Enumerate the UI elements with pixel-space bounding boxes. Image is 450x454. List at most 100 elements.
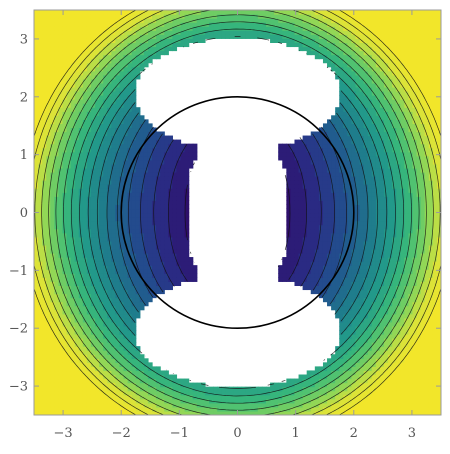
contour-cell [180, 196, 186, 201]
contour-cell [339, 107, 344, 112]
contour-cell [298, 143, 304, 149]
contour-cell [123, 394, 129, 400]
contour-cell [74, 390, 80, 396]
contour-cell [95, 155, 100, 161]
contour-cell [237, 410, 243, 415]
contour-cell [241, 390, 247, 396]
contour-cell [265, 18, 271, 23]
contour-cell [131, 70, 137, 76]
contour-cell [139, 176, 145, 181]
contour-cell [152, 289, 157, 295]
contour-cell [322, 224, 328, 230]
contour-cell [347, 281, 353, 286]
contour-cell [298, 42, 304, 48]
contour-cell [54, 216, 60, 222]
contour-cell [42, 208, 47, 214]
contour-cell [139, 406, 145, 412]
contour-cell [78, 212, 84, 218]
contour-cell [318, 374, 324, 380]
contour-cell [111, 172, 116, 177]
contour-cell [131, 277, 137, 282]
contour-cell [147, 163, 153, 169]
contour-cell [294, 143, 300, 149]
contour-cell [225, 30, 230, 35]
contour-cell [86, 135, 92, 141]
contour-cell [298, 204, 304, 210]
contour-cell [62, 143, 68, 149]
contour-cell [111, 70, 116, 76]
contour-cell [164, 196, 169, 201]
contour-cell [180, 386, 186, 392]
contour-cell [123, 78, 129, 84]
contour-cell [123, 329, 129, 335]
contour-cell [135, 208, 141, 214]
contour-cell [139, 374, 145, 380]
contour-cell [172, 208, 178, 214]
contour-cell [327, 265, 332, 270]
contour-cell [310, 22, 316, 27]
contour-cell [302, 406, 308, 412]
contour-cell [168, 248, 173, 254]
contour-cell [139, 293, 145, 299]
contour-cell [147, 212, 153, 218]
contour-cell [119, 374, 125, 380]
contour-cell [107, 338, 112, 343]
contour-cell [327, 212, 332, 218]
contour-cell [310, 277, 316, 282]
contour-cell [86, 103, 92, 108]
contour-cell [107, 382, 112, 388]
contour-cell [318, 30, 324, 35]
contour-cell [99, 167, 104, 173]
contour-cell [107, 91, 112, 96]
contour-cell [38, 257, 43, 262]
contour-cell [327, 378, 332, 384]
contour-cell [131, 293, 137, 299]
contour-cell [50, 82, 55, 88]
contour-cell [184, 30, 190, 35]
contour-cell [123, 82, 129, 88]
contour-cell [156, 192, 161, 197]
contour-cell [314, 163, 320, 169]
contour-cell [62, 378, 68, 384]
contour-cell [347, 297, 353, 303]
contour-cell [74, 196, 80, 201]
contour-cell [257, 406, 263, 412]
contour-cell [176, 151, 182, 157]
contour-cell [294, 147, 300, 153]
contour-cell [103, 147, 108, 153]
contour-cell [66, 378, 72, 384]
contour-cell [74, 180, 80, 185]
contour-cell [343, 180, 348, 185]
contour-cell [82, 91, 88, 96]
contour-cell [90, 358, 96, 363]
contour-cell [143, 236, 149, 242]
contour-cell [152, 18, 157, 23]
contour-cell [34, 321, 39, 327]
contour-cell [152, 167, 157, 173]
contour-cell [135, 398, 141, 404]
contour-cell [38, 115, 43, 120]
contour-cell [54, 317, 60, 323]
contour-cell [184, 378, 190, 384]
contour-cell [111, 131, 116, 137]
contour-cell [127, 176, 133, 181]
contour-cell [38, 74, 43, 80]
contour-cell [184, 34, 190, 39]
contour-cell [131, 139, 137, 145]
contour-cell [221, 386, 226, 392]
contour-cell [46, 58, 51, 64]
contour-cell [131, 38, 137, 43]
contour-cell [42, 309, 47, 315]
contour-cell [168, 240, 173, 246]
contour-cell [286, 30, 292, 35]
contour-cell [335, 309, 340, 315]
contour-cell [294, 398, 300, 404]
contour-cell [115, 212, 121, 218]
contour-cell [331, 232, 336, 238]
contour-cell [302, 390, 308, 396]
contour-cell [298, 176, 304, 181]
contour-cell [95, 103, 100, 108]
contour-cell [152, 163, 157, 169]
contour-cell [62, 10, 68, 15]
contour-cell [34, 240, 39, 246]
